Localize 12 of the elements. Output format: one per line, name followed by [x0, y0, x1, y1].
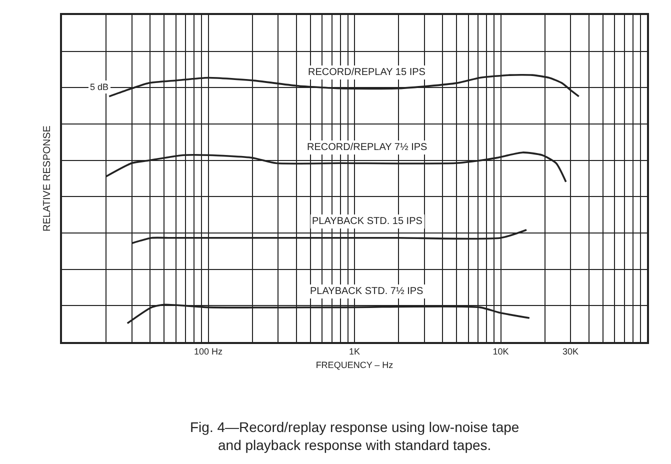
series-label: RECORD/REPLAY 15 IPS	[308, 67, 426, 78]
caption: Fig. 4—Record/replay response using low-noise tape and playback response with standard tapes.	[190, 419, 520, 454]
x-tick-label: 10K	[492, 346, 509, 357]
series-label: PLAYBACK STD. 7½ IPS	[310, 286, 424, 297]
x-axis-title: FREQUENCY – Hz	[316, 360, 394, 370]
x-tick-label: 100 Hz	[194, 346, 223, 357]
x-tick-label: 1K	[348, 346, 360, 357]
annotation: 5 dB	[90, 82, 109, 92]
y-axis-title: RELATIVE RESPONSE	[42, 125, 53, 232]
series-label: PLAYBACK STD. 15 IPS	[312, 216, 423, 227]
x-tick-label: 30K	[562, 346, 579, 357]
series-label: RECORD/REPLAY 7½ IPS	[307, 142, 428, 153]
